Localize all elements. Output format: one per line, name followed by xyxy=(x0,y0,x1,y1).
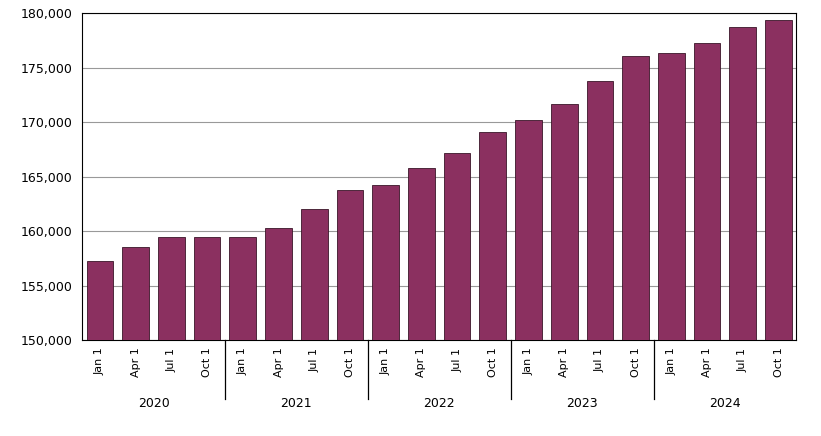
Bar xyxy=(86,261,113,436)
Bar xyxy=(229,236,256,436)
Bar xyxy=(658,53,685,436)
Bar xyxy=(729,27,756,436)
Text: 2023: 2023 xyxy=(566,397,598,410)
Bar xyxy=(122,247,149,436)
Bar xyxy=(551,104,578,436)
Bar xyxy=(479,132,507,436)
Text: 2024: 2024 xyxy=(709,397,741,410)
Bar xyxy=(765,20,792,436)
Bar xyxy=(622,55,649,436)
Bar xyxy=(586,81,613,436)
Text: 2021: 2021 xyxy=(281,397,312,410)
Bar xyxy=(372,185,399,436)
Bar xyxy=(158,236,185,436)
Bar xyxy=(337,190,364,436)
Bar xyxy=(408,168,435,436)
Text: 2022: 2022 xyxy=(424,397,455,410)
Bar xyxy=(300,209,328,436)
Bar xyxy=(194,236,221,436)
Bar xyxy=(265,228,292,436)
Bar xyxy=(443,153,470,436)
Text: 2020: 2020 xyxy=(138,397,169,410)
Bar xyxy=(694,43,721,436)
Bar xyxy=(515,120,542,436)
